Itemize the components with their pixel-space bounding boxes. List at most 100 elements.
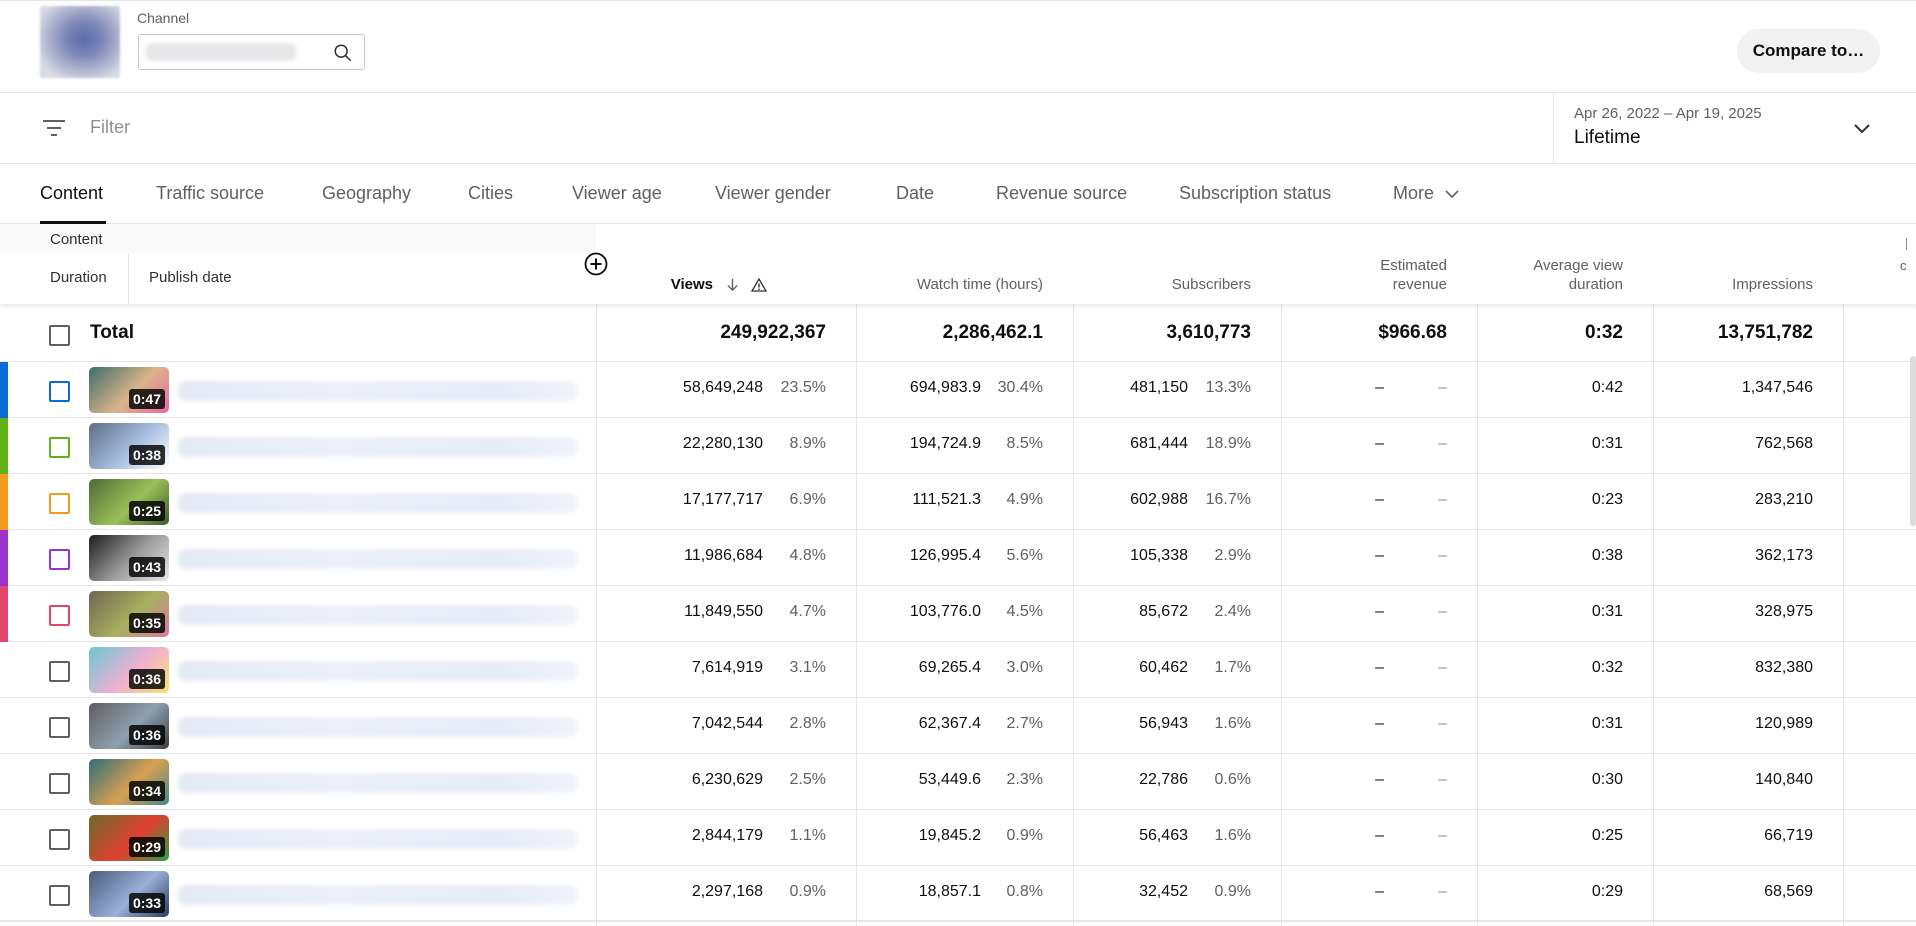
subscribers-column-header[interactable]: Subscribers [1171,276,1251,293]
table-row[interactable]: 0:43 11,986,684 4.8% 126,995.4 5.6% 105,338 2.… [0,530,1916,586]
views-percent: 1.1% [789,827,826,844]
views-percent: 2.8% [789,715,826,732]
filter-input[interactable]: Filter [90,117,130,137]
add-column-icon[interactable] [584,252,608,276]
row-checkbox[interactable] [49,381,70,402]
tab-more[interactable]: More [1393,183,1459,204]
row-checkbox[interactable] [49,437,70,458]
table-row[interactable]: 0:25 17,177,717 6.9% 111,521.3 4.9% 602,988 16… [0,474,1916,530]
active-tab-indicator [40,221,106,224]
video-thumbnail[interactable]: 0:36 [89,647,169,693]
impressions-value: 120,989 [1755,715,1813,732]
tab-revenue-source[interactable]: Revenue source [996,183,1128,203]
video-thumbnail[interactable]: 0:33 [89,871,169,917]
impressions-value: 362,173 [1755,547,1813,564]
avd-value: 0:31 [1591,603,1623,620]
truncated-column-mark [1906,238,1907,250]
impressions-column-header[interactable]: Impressions [1732,276,1813,293]
video-thumbnail[interactable]: 0:29 [89,815,169,861]
tab-cities[interactable]: Cities [468,183,514,203]
warning-icon[interactable] [751,277,767,293]
row-checkbox[interactable] [49,661,70,682]
watch-time-column-header[interactable]: Watch time (hours) [916,276,1043,293]
watch-time-percent: 2.7% [1006,715,1043,732]
search-icon[interactable] [332,42,354,64]
video-title-blurred[interactable] [178,773,578,793]
video-title-blurred[interactable] [178,381,578,401]
total-views: 249,922,367 [720,322,826,343]
revenue-percent: – [1438,603,1447,620]
channel-search-input[interactable] [138,34,365,70]
video-thumbnail[interactable]: 0:36 [89,703,169,749]
table-row[interactable]: 0:35 11,849,550 4.7% 103,776.0 4.5% 85,672 2.4… [0,586,1916,642]
video-title-blurred[interactable] [178,493,578,513]
video-thumbnail[interactable]: 0:47 [89,367,169,413]
table-header: Content Duration Publish date Views Watc… [0,224,1916,304]
views-value: 17,177,717 [682,491,763,508]
video-thumbnail[interactable]: 0:38 [89,423,169,469]
compare-to-button[interactable]: Compare to… [1737,29,1880,73]
tab-subscription-status[interactable]: Subscription status [1179,183,1332,203]
series-color-bar [0,642,8,698]
revenue-value: – [1375,435,1384,452]
views-percent: 6.9% [789,491,826,508]
views-value: 22,280,130 [682,435,763,452]
watch-time-percent: 4.9% [1006,491,1043,508]
total-avd: 0:32 [1584,322,1623,343]
filter-icon[interactable] [41,116,67,140]
table-row[interactable]: 0:29 2,844,179 1.1% 19,845.2 0.9% 56,463 1.6% –… [0,810,1916,866]
row-checkbox[interactable] [49,885,70,906]
revenue-percent: – [1438,659,1447,676]
row-checkbox[interactable] [49,493,70,514]
row-checkbox[interactable] [49,773,70,794]
video-title-blurred[interactable] [178,549,578,569]
video-thumbnail[interactable]: 0:43 [89,535,169,581]
publish-date-column[interactable]: Publish date [149,269,232,286]
series-color-bar [0,530,8,586]
views-value: 7,614,919 [691,659,763,676]
tab-content[interactable]: Content [40,183,104,203]
video-duration: 0:34 [128,781,165,801]
table-row[interactable]: 0:36 7,042,544 2.8% 62,367.4 2.7% 56,943 1.6% –… [0,698,1916,754]
video-thumbnail[interactable]: 0:34 [89,759,169,805]
tab-geography[interactable]: Geography [322,183,412,203]
row-checkbox[interactable] [49,829,70,850]
tab-traffic-source[interactable]: Traffic source [156,183,265,203]
table-row[interactable]: 0:36 7,614,919 3.1% 69,265.4 3.0% 60,462 1.7% –… [0,642,1916,698]
watch-time-value: 111,521.3 [912,491,981,508]
subscribers-value: 105,338 [1130,547,1188,564]
sort-down-icon[interactable] [725,277,740,292]
revenue-header-line1: Estimated [1380,257,1447,274]
video-title-blurred[interactable] [178,829,578,849]
table-row[interactable]: 0:47 58,649,248 23.5% 694,983.9 30.4% 481,150… [0,362,1916,418]
video-title-blurred[interactable] [178,717,578,737]
table-row[interactable]: 0:33 2,297,168 0.9% 18,857.1 0.8% 32,452 0.9% –… [0,866,1916,922]
table-row[interactable]: 0:38 22,280,130 8.9% 194,724.9 8.5% 681,444 18… [0,418,1916,474]
row-checkbox[interactable] [49,605,70,626]
video-thumbnail[interactable]: 0:25 [89,479,169,525]
video-title-blurred[interactable] [178,661,578,681]
table-row[interactable]: 0:34 6,230,629 2.5% 53,449.6 2.3% 22,786 0.6% –… [0,754,1916,810]
video-title-blurred[interactable] [178,885,578,905]
chevron-down-icon[interactable] [1853,119,1871,137]
views-column-header[interactable]: Views [671,275,767,294]
tab-viewer-age[interactable]: Viewer age [572,183,662,203]
average-view-duration-column-header[interactable]: Average view duration [1533,256,1623,294]
tab-date[interactable]: Date [896,183,935,203]
watch-time-value: 194,724.9 [909,435,981,452]
date-range-selector[interactable]: Apr 26, 2022 – Apr 19, 2025 Lifetime [1553,93,1916,163]
row-checkbox[interactable] [49,549,70,570]
impressions-value: 1,347,546 [1741,379,1813,396]
row-checkbox[interactable] [49,717,70,738]
estimated-revenue-column-header[interactable]: Estimated revenue [1380,256,1447,294]
video-title-blurred[interactable] [178,605,578,625]
vertical-scrollbar[interactable] [1910,356,1916,526]
select-all-checkbox[interactable] [49,325,70,346]
column-divider [596,224,597,926]
video-title-blurred[interactable] [178,437,578,457]
duration-column[interactable]: Duration [50,269,107,286]
tab-more-label: More [1393,183,1435,203]
tab-viewer-gender[interactable]: Viewer gender [715,183,831,203]
table-bottom-border [0,920,1916,921]
video-thumbnail[interactable]: 0:35 [89,591,169,637]
